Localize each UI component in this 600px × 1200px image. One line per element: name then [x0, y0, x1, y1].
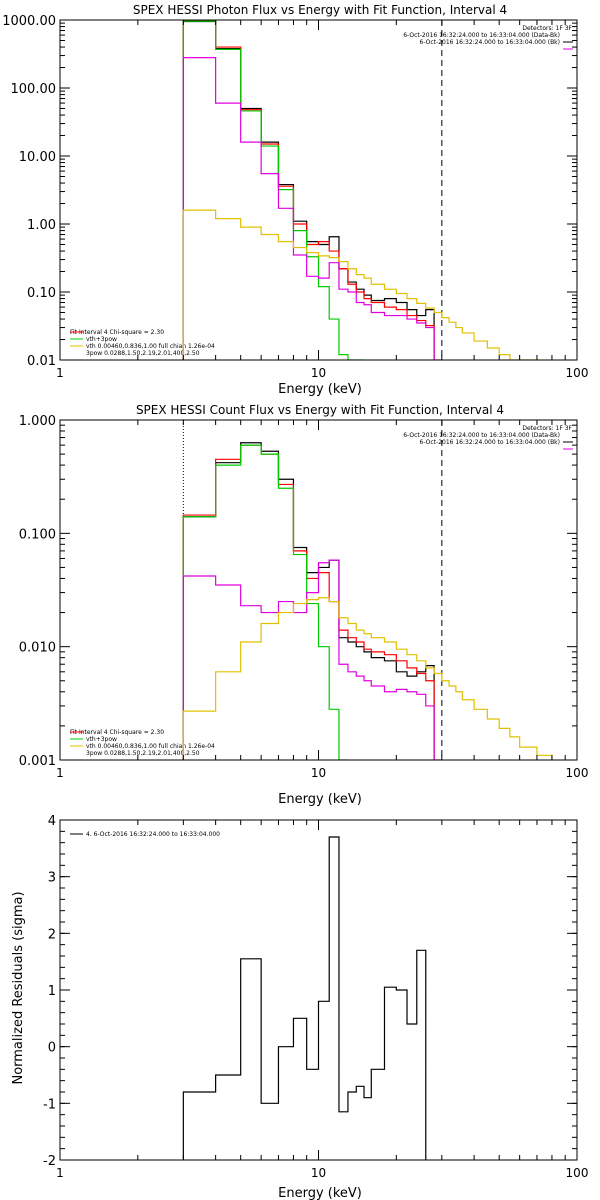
photon-flux-series-4	[182, 209, 537, 360]
photon-flux-ytick-label-0: 0.01	[27, 354, 56, 369]
residuals-ytick-label-2: 0	[48, 1041, 56, 1056]
residuals-xtick-label-2: 100	[566, 1166, 589, 1180]
residuals-series-group	[182, 836, 427, 1160]
photon-flux-title: SPEX HESSI Photon Flux vs Energy with Fi…	[133, 3, 507, 17]
photon-flux-legend-2: vth 0.00460,0.836,1.00 full chian 1.26e-…	[86, 343, 215, 350]
residuals-ytick-label-5: 3	[48, 871, 56, 886]
count-flux-ytick-label-0: 0.001	[19, 754, 56, 769]
count-flux-panel: SPEX HESSI Count Flux vs Energy with Fit…	[70, 403, 573, 807]
photon-flux-xtick-label-2: 100	[566, 366, 589, 380]
residuals-ytick-label-6: 4	[48, 814, 56, 829]
photon-flux-panel: SPEX HESSI Photon Flux vs Energy with Fi…	[70, 3, 573, 397]
residuals-xtick-label-0: 1	[56, 1166, 64, 1180]
count-flux-ytick-label-2: 0.100	[19, 527, 56, 542]
count-flux-xlabel: Energy (keV)	[278, 792, 362, 807]
photon-flux-legend-1: vth+3pow	[86, 336, 117, 343]
count-flux-legend-3: 3pow 0.0288,1.50,2.19,2.01,400,2.50	[86, 750, 200, 757]
residuals-plot: 1 10 100 -2 -1 0 1 2 3 4	[43, 814, 588, 1180]
count-flux-series-4	[182, 597, 553, 760]
count-flux-title: SPEX HESSI Count Flux vs Energy with Fit…	[136, 403, 504, 417]
residuals-legend-0: 4. 6-Oct-2016 16:32:24.000 to 16:33:04.0…	[86, 831, 220, 838]
residuals-ytick-label-4: 2	[48, 927, 56, 942]
count-flux-legend-1: vth+3pow	[86, 736, 117, 743]
photon-flux-legend-0: Fit Interval 4 Chi-square = 2.30	[70, 329, 164, 336]
count-flux-series-3	[182, 559, 442, 760]
photon-flux-series-2	[182, 20, 365, 360]
count-flux-xtick-label-0: 1	[56, 766, 64, 780]
count-flux-ytick-label-1: 0.010	[19, 641, 56, 656]
residuals-panel: Energy (keV) Normalized Residuals (sigma…	[11, 831, 362, 1200]
photon-flux-xlabel: Energy (keV)	[278, 382, 362, 397]
count-flux-header-1: 6-Oct-2016 16:32:24.000 to 16:33:04.000 …	[403, 432, 560, 439]
residuals-ytick-label-3: 1	[48, 984, 56, 999]
photon-flux-series-group	[182, 20, 537, 360]
residuals-ytick-label-0: -2	[43, 1154, 56, 1169]
photon-flux-series-3	[182, 56, 442, 360]
photon-flux-ytick-label-5: 1000.00	[2, 14, 56, 29]
photon-flux-plot: 1 10 100 0.01 0.10 1.00 10.00 100.00 1000.00	[2, 14, 588, 380]
photon-flux-header-0: Detectors: 1F 3F	[522, 25, 572, 32]
residuals-series-0	[182, 836, 427, 1160]
photon-flux-xtick-label-0: 1	[56, 366, 64, 380]
photon-flux-ytick-label-1: 0.10	[27, 286, 56, 301]
photon-flux-ytick-label-2: 1.00	[27, 218, 56, 233]
count-flux-legend-2: vth 0.00460,0.836,1.00 full chian 1.26e-…	[86, 743, 215, 750]
count-flux-legend-0: Fit Interval 4 Chi-square = 2.30	[70, 729, 164, 736]
photon-flux-header-2: 6-Oct-2016 16:32:24.000 to 16:33:04.000 …	[420, 39, 561, 46]
residuals-ytick-label-1: -1	[43, 1097, 56, 1112]
count-flux-series-group	[182, 442, 553, 760]
count-flux-xtick-label-2: 100	[566, 766, 589, 780]
photon-flux-legend-3: 3pow 0.0288,1.50,2.19,2.01,400,2.50	[86, 350, 200, 357]
count-flux-header-2: 6-Oct-2016 16:32:24.000 to 16:33:04.000 …	[420, 439, 561, 446]
photon-flux-header-1: 6-Oct-2016 16:32:24.000 to 16:33:04.000 …	[403, 32, 560, 39]
photon-flux-ytick-label-4: 100.00	[11, 82, 57, 97]
residuals-ylabel: Normalized Residuals (sigma)	[11, 891, 26, 1084]
count-flux-ytick-label-3: 1.000	[19, 414, 56, 429]
count-flux-xtick-label-1: 10	[311, 766, 326, 780]
photon-flux-xtick-label-1: 10	[311, 366, 326, 380]
photon-flux-ytick-label-3: 10.00	[19, 150, 56, 165]
count-flux-series-2	[182, 444, 348, 760]
residuals-xtick-label-1: 10	[311, 1166, 326, 1180]
count-flux-plot: 1 10 100 0.001 0.010 0.100 1.000	[19, 414, 589, 780]
count-flux-header-0: Detectors: 1F 3F	[522, 425, 572, 432]
residuals-xlabel: Energy (keV)	[278, 1186, 362, 1200]
